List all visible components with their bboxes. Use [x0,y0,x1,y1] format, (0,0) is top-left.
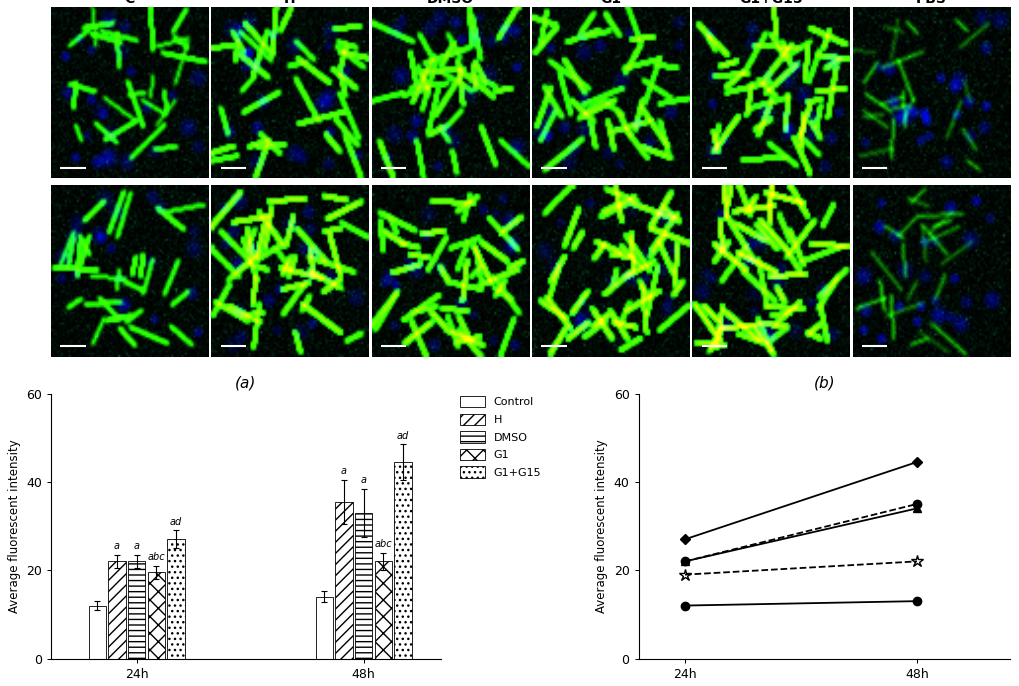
Title: H: H [284,0,296,5]
Line: H: H [680,500,920,565]
Y-axis label: Average fluorescent intensity: Average fluorescent intensity [7,439,20,613]
Bar [89,606,106,659]
DMSO [910,504,922,512]
Y-axis label: Average fluorescent intensity: Average fluorescent intensity [594,439,607,613]
Line: G1+G15: G1+G15 [681,458,919,543]
H [910,500,922,508]
Text: a: a [133,541,140,552]
G1+G15 [910,458,922,466]
Text: a: a [340,466,346,476]
Text: abc: abc [148,552,165,563]
DMSO [679,557,691,565]
Bar [108,561,125,659]
Title: G1+G15: G1+G15 [739,0,802,5]
Bar [315,597,332,659]
Bar [355,513,372,659]
Y-axis label: 24
h: 24 h [0,79,10,106]
Bar [148,572,165,659]
Title: PBS: PBS [915,0,946,5]
Text: abc: abc [374,539,391,549]
Text: ad: ad [170,517,182,527]
G1 [679,571,691,579]
H [679,557,691,565]
Line: Control: Control [680,597,920,610]
Bar [374,561,391,659]
Control [910,597,922,605]
Bar [335,501,353,659]
Title: G1: G1 [599,0,621,5]
G1 [910,557,922,565]
Text: a: a [114,541,120,552]
Line: G1: G1 [678,555,922,581]
Line: DMSO: DMSO [680,504,920,565]
Bar [394,462,412,659]
Control [679,602,691,610]
Title: (a): (a) [235,376,257,391]
Legend: Control, H, DMSO, G1, G1+G15: Control, H, DMSO, G1, G1+G15 [458,394,543,480]
Bar [127,561,145,659]
Bar [167,539,184,659]
Text: a: a [361,475,366,485]
Title: C: C [124,0,135,5]
Title: DMSO: DMSO [426,0,474,5]
Title: (b): (b) [812,376,835,391]
Text: ad: ad [396,431,409,441]
G1+G15 [679,535,691,543]
